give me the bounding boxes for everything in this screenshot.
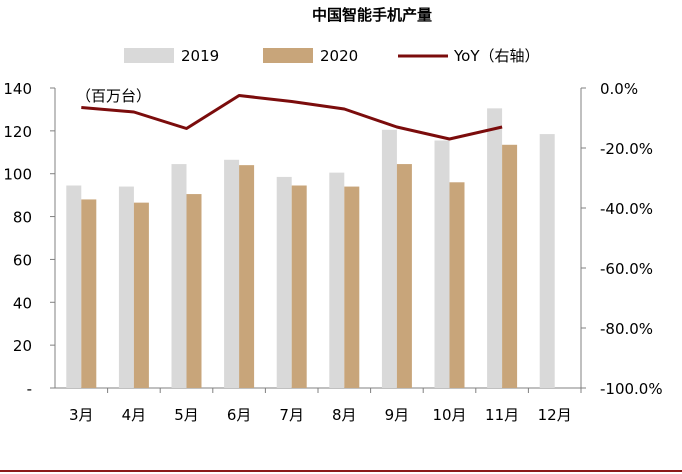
chart-title: 中国智能手机产量 — [312, 6, 432, 24]
bar-2020 — [291, 185, 307, 388]
legend-label-yoy: YoY（右轴） — [453, 47, 540, 65]
x-tick-label: 4月 — [122, 406, 147, 424]
x-tick-label: 6月 — [227, 406, 252, 424]
bar-2020 — [239, 165, 255, 388]
x-tick-label: 9月 — [385, 406, 410, 424]
legend-label-2019: 2019 — [181, 47, 219, 65]
y-left-tick-label: 100 — [3, 166, 32, 184]
bar-2020 — [449, 182, 465, 388]
bar-2020 — [133, 202, 149, 388]
x-tick-label: 5月 — [174, 406, 199, 424]
bar-2020 — [186, 194, 202, 388]
x-tick-label: 3月 — [69, 406, 94, 424]
bar-2019 — [487, 108, 503, 388]
bottom-rule — [0, 470, 682, 472]
bar-2019 — [276, 176, 292, 388]
bar-2019 — [118, 186, 134, 388]
x-tick-label: 7月 — [279, 406, 304, 424]
bar-2020 — [396, 164, 412, 388]
y-left-tick-label: 40 — [13, 294, 32, 312]
y-right-tick-label: -100.0% — [600, 380, 663, 398]
x-tick-label: 8月 — [332, 406, 357, 424]
y-right-tick-label: 0.0% — [600, 80, 638, 98]
y-left-tick-label: 120 — [3, 123, 32, 141]
bar-2019 — [66, 185, 82, 388]
x-tick-label: 10月 — [432, 406, 466, 424]
bar-2020 — [502, 144, 518, 388]
y-right-tick-label: -40.0% — [600, 200, 653, 218]
bar-2019 — [434, 140, 450, 388]
legend-label-2020: 2020 — [320, 47, 358, 65]
bar-2019 — [539, 134, 555, 388]
legend-swatch-2019 — [124, 48, 174, 63]
y-right-tick-label: -60.0% — [600, 260, 653, 278]
y-left-tick-label: - — [27, 380, 32, 398]
bar-2020 — [81, 199, 97, 388]
unit-label: （百万台） — [76, 87, 151, 105]
y-right-tick-label: -80.0% — [600, 320, 653, 338]
bar-2019 — [381, 129, 397, 389]
y-right-tick-label: -20.0% — [600, 140, 653, 158]
bar-2019 — [224, 159, 240, 388]
bar-2019 — [171, 164, 187, 388]
bar-2020 — [344, 186, 360, 388]
bar-2019 — [329, 172, 345, 388]
yoy-line — [81, 94, 503, 141]
y-left-tick-label: 60 — [13, 251, 32, 269]
y-left-tick-label: 20 — [13, 337, 32, 355]
x-tick-label: 12月 — [538, 406, 572, 424]
legend-swatch-2020 — [263, 48, 313, 63]
y-left-tick-label: 140 — [3, 80, 32, 98]
y-left-tick-label: 80 — [13, 209, 32, 227]
x-tick-label: 11月 — [485, 406, 519, 424]
